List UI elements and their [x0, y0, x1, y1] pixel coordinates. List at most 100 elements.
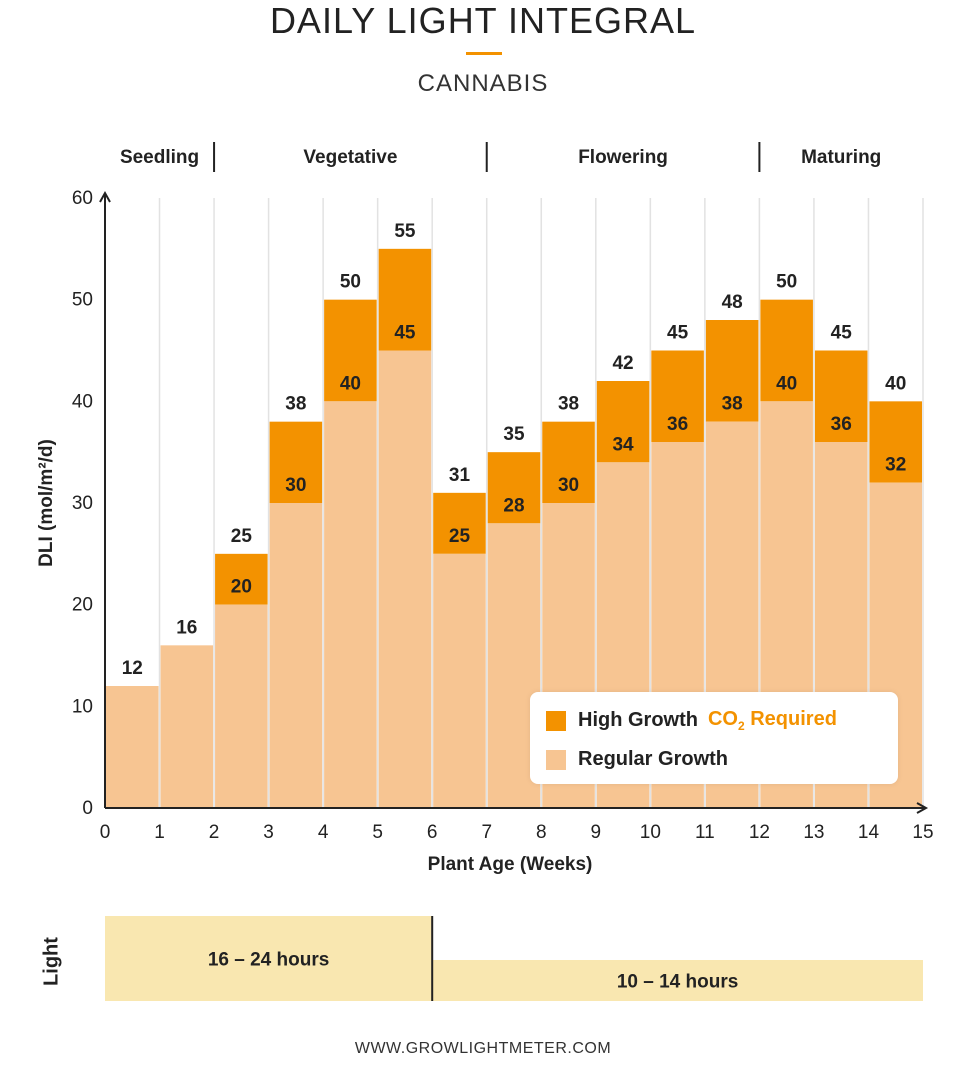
- phase-label-flowering: Flowering: [578, 147, 668, 168]
- x-tick-4: 4: [318, 822, 329, 843]
- x-tick-3: 3: [263, 822, 274, 843]
- bar-regular-week-2: [215, 604, 268, 808]
- x-tick-11: 11: [695, 822, 715, 843]
- legend-regular-label: Regular Growth: [578, 748, 729, 770]
- legend-regular-swatch: [546, 749, 566, 770]
- bar-high-week-11: [705, 320, 759, 422]
- label-regular-week-11: 38: [722, 394, 743, 415]
- light-period-0: [105, 916, 433, 1001]
- x-tick-7: 7: [481, 822, 492, 843]
- bar-high-week-5: [378, 248, 432, 351]
- x-tick-14: 14: [858, 822, 880, 843]
- label-high-week-12: 50: [776, 272, 797, 293]
- x-tick-5: 5: [372, 822, 383, 843]
- label-regular-week-13: 36: [831, 414, 852, 435]
- legend: High Growth CO2 Required Regular Growth: [530, 692, 898, 784]
- label-regular-week-10: 36: [667, 414, 688, 435]
- x-tick-9: 9: [591, 822, 602, 843]
- bar-high-week-3: [269, 421, 323, 503]
- chart-subtitle: CANNABIS: [417, 70, 549, 97]
- bar-regular-week-6: [433, 553, 486, 808]
- bar-regular-week-0: [106, 686, 159, 808]
- label-high-week-3: 38: [285, 394, 306, 415]
- label-high-week-5: 55: [394, 221, 416, 242]
- y-tick-30: 30: [72, 493, 93, 514]
- x-tick-15: 15: [912, 822, 933, 843]
- bar-high-week-2: [215, 553, 268, 605]
- x-axis-arrow: [916, 802, 929, 814]
- bar-regular-week-1: [160, 645, 214, 808]
- bar-high-week-8: [542, 421, 595, 503]
- bar-high-week-7: [487, 452, 541, 524]
- legend-high-growth: High Growth CO2 Required: [546, 708, 837, 733]
- phase-labels: Seedling Vegetative Flowering Maturing: [120, 142, 881, 172]
- light-period-label-1: 10 – 14 hours: [617, 972, 738, 993]
- legend-regular-growth: Regular Growth: [546, 748, 728, 771]
- bar-regular-week-3: [269, 503, 323, 808]
- x-tick-1: 1: [154, 822, 165, 843]
- label-regular-week-0: 12: [122, 658, 143, 679]
- label-regular-week-8: 30: [558, 475, 579, 496]
- legend-co2-label: CO2 Required: [707, 708, 837, 733]
- phase-label-vegetative: Vegetative: [303, 147, 397, 168]
- bar-high-week-13: [814, 350, 868, 442]
- label-regular-week-4: 40: [340, 373, 361, 394]
- x-tick-6: 6: [427, 822, 438, 843]
- label-regular-week-6: 25: [449, 526, 471, 547]
- light-periods: 16 – 24 hours 10 – 14 hours: [105, 916, 923, 1001]
- label-high-week-7: 35: [503, 424, 525, 445]
- y-tick-20: 20: [72, 595, 93, 616]
- legend-high-swatch: [546, 710, 566, 731]
- label-regular-week-7: 28: [503, 495, 524, 516]
- label-high-week-8: 38: [558, 394, 579, 415]
- legend-high-label: High Growth: [578, 709, 698, 731]
- label-high-week-2: 25: [231, 526, 253, 547]
- chart-title: DAILY LIGHT INTEGRAL: [269, 0, 697, 41]
- x-tick-8: 8: [536, 822, 547, 843]
- y-tick-50: 50: [72, 290, 93, 311]
- y-axis-title: DLI (mol/m²/d): [36, 439, 57, 567]
- y-tick-10: 10: [72, 696, 93, 717]
- label-regular-week-9: 34: [612, 434, 634, 455]
- x-tick-0: 0: [100, 822, 111, 843]
- light-period-label-0: 16 – 24 hours: [208, 950, 329, 971]
- source-url: WWW.GROWLIGHTMETER.COM: [354, 1040, 612, 1057]
- label-high-week-13: 45: [831, 323, 853, 344]
- y-tick-40: 40: [72, 391, 93, 412]
- bar-high-week-12: [760, 299, 813, 402]
- label-regular-week-14: 32: [885, 455, 906, 476]
- data-labels: 12 16 25 20 38 30 50 40 55 45 31 25 35 28 38 30 42 34 45 36…: [122, 221, 907, 679]
- label-high-week-6: 31: [449, 465, 471, 486]
- label-regular-week-12: 40: [776, 373, 797, 394]
- x-tick-12: 12: [749, 822, 770, 843]
- x-axis-title: Plant Age (Weeks): [428, 854, 593, 875]
- bar-high-week-6: [433, 492, 486, 554]
- label-high-week-11: 48: [722, 292, 743, 313]
- label-high-week-10: 45: [667, 323, 689, 344]
- title-underline: [466, 52, 502, 55]
- bar-high-week-9: [596, 381, 650, 463]
- bar-regular-week-5: [378, 350, 432, 808]
- light-section-title: Light: [22, 930, 66, 990]
- phase-label-maturing: Maturing: [801, 147, 881, 168]
- label-high-week-4: 50: [340, 272, 361, 293]
- bar-high-week-10: [651, 350, 704, 442]
- bar-high-week-14: [869, 401, 922, 483]
- x-tick-10: 10: [640, 822, 661, 843]
- light-title-text: Light: [40, 937, 63, 986]
- phase-label-seedling: Seedling: [120, 147, 199, 168]
- label-regular-week-2: 20: [231, 577, 252, 598]
- label-high-week-14: 40: [885, 373, 906, 394]
- y-axis-arrow: [99, 190, 111, 203]
- label-regular-week-5: 45: [394, 323, 416, 344]
- x-tick-13: 13: [803, 822, 824, 843]
- label-regular-week-1: 16: [176, 617, 197, 638]
- bar-high-week-4: [324, 299, 377, 402]
- light-period-1: [432, 960, 923, 1001]
- label-high-week-9: 42: [612, 353, 633, 374]
- label-regular-week-3: 30: [285, 475, 306, 496]
- x-tick-2: 2: [209, 822, 220, 843]
- bar-regular-week-4: [324, 401, 377, 808]
